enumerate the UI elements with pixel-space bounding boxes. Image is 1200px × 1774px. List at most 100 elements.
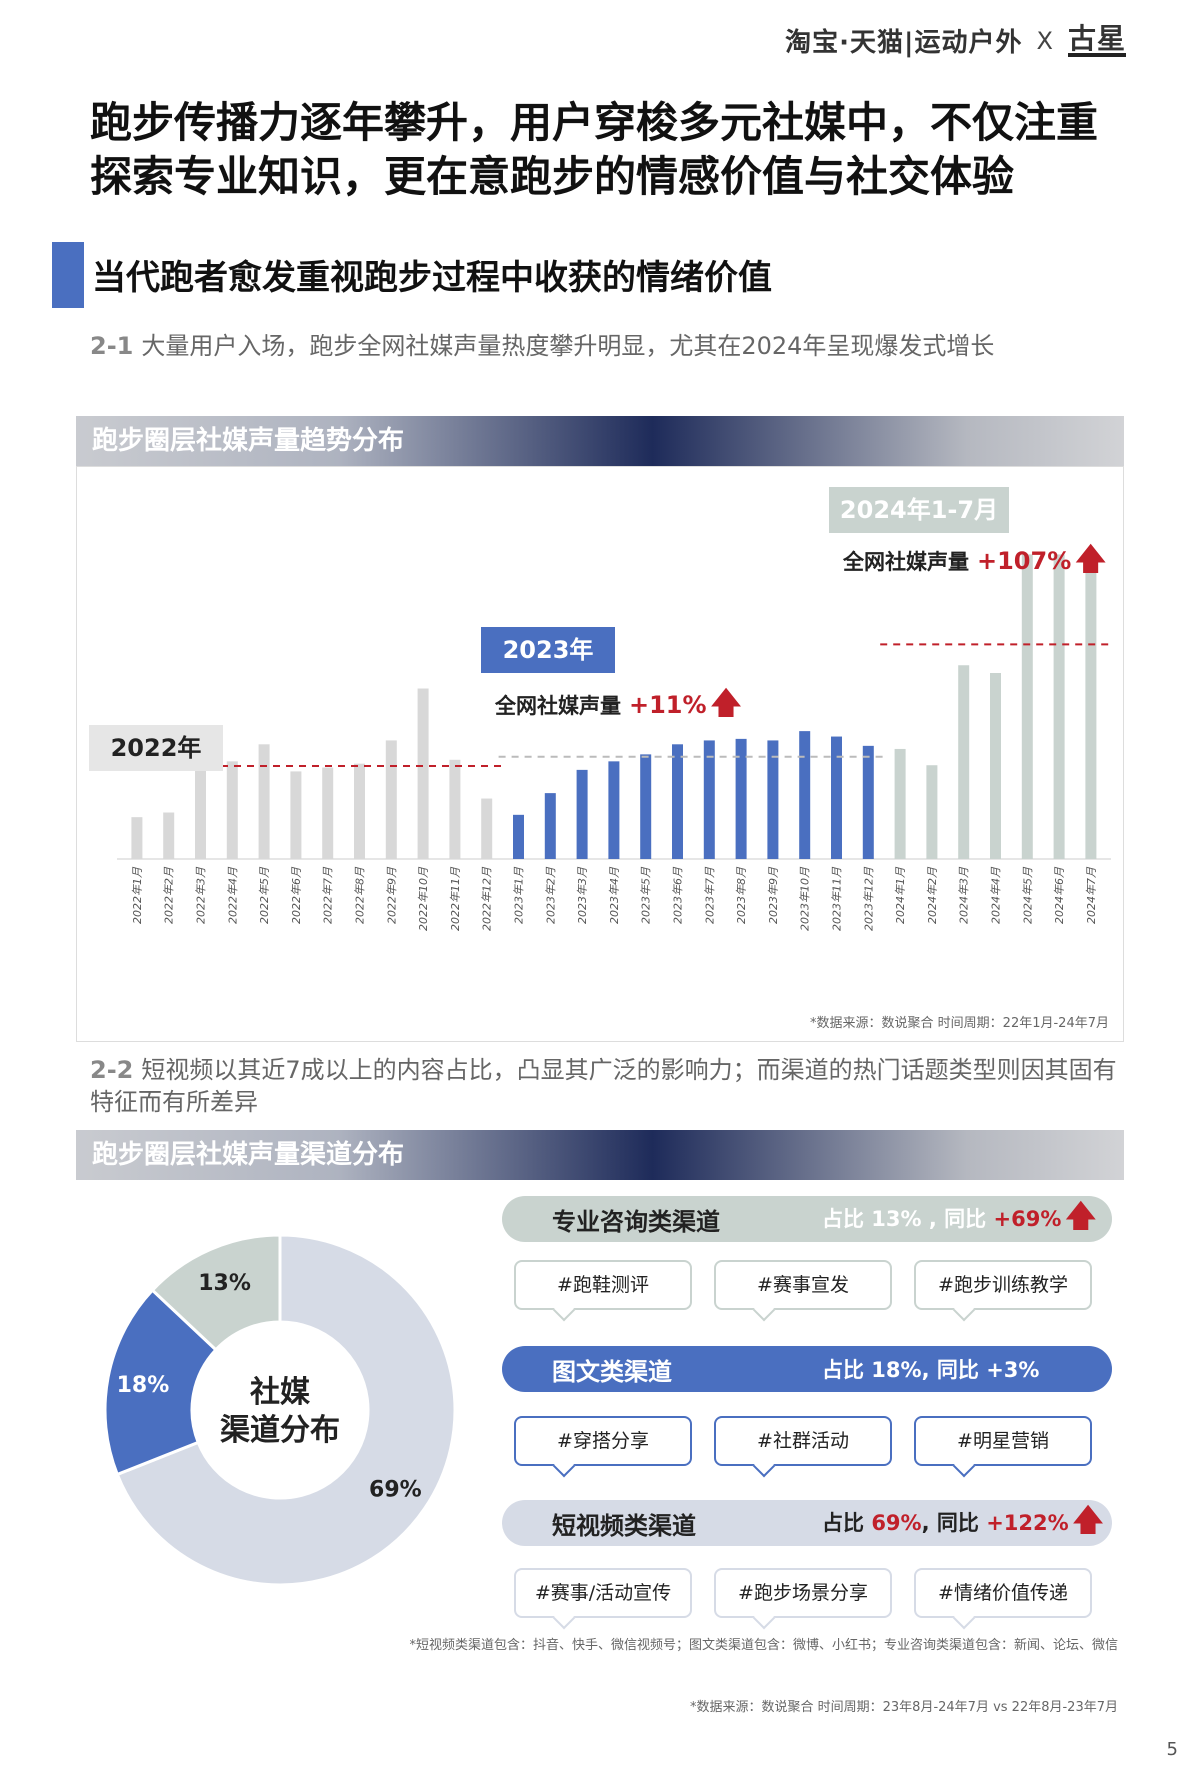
bar-2023年8月 [735,738,747,859]
x-tick-label: 2022年9月 [385,866,398,924]
bar-2024年5月 [1021,554,1033,859]
subtitle-2-1: 2-1 大量用户入场，跑步全网社媒声量热度攀升明显，尤其在2024年呈现爆发式增长 [90,330,1130,362]
x-tick-label: 2022年4月 [226,866,239,924]
x-tick-label: 2022年6月 [290,866,303,924]
slice-label: 69% [369,1477,422,1502]
bar-2022年4月 [226,761,238,859]
channel-pill-shortvideo: 短视频类渠道 占比 69%, 同比 +122% 🡅 [502,1500,1112,1546]
x-tick-label: 2023年7月 [703,866,716,924]
bar-2023年1月 [513,814,524,859]
x-tick-label: 2022年11月 [449,866,462,931]
page-number: 5 [1166,1739,1178,1760]
year-tag-2024: 2024年1-7月 [829,487,1009,533]
channel-tag: #跑步场景分享 [714,1568,892,1618]
chart-banner-channel: 跑步圈层社媒声量渠道分布 [76,1130,1124,1180]
subtitle-text: 短视频以其近7成以上的内容占比，凸显其广泛的影响力；而渠道的热门话题类型则因其固… [90,1056,1117,1116]
donut-center-label: 社媒 [250,1375,311,1410]
bar-2023年6月 [672,744,683,859]
bar-2022年9月 [385,740,397,859]
chart-source-2: *数据来源：数说聚合 时间周期：23年8月-24年7月 vs 22年8月-23年… [690,1700,1118,1715]
x-tick-label: 2024年2月 [926,866,939,924]
channel-tag: #赛事/活动宣传 [514,1568,692,1618]
subtitle-text: 大量用户入场，跑步全网社媒声量热度攀升明显，尤其在2024年呈现爆发式增长 [141,332,995,360]
bar-2022年11月 [449,759,461,859]
x-tick-label: 2023年12月 [862,866,875,931]
x-tick-label: 2024年4月 [990,866,1003,924]
growth-2023-pct: +11% [629,691,707,719]
x-tick-label: 2022年7月 [322,866,335,924]
stat-prefix: 占比 13% , 同比 [822,1206,987,1231]
bar-2023年4月 [608,761,620,859]
channel-pill-graphic: 图文类渠道 占比 18%, 同比 +3% [502,1346,1112,1392]
stat-value: +122% [986,1510,1069,1535]
x-tick-label: 2023年5月 [640,866,653,924]
trend-bar-chart: 2022年1月 2022年2月 2022年3月 2022年4月 2022年5月 2022年… [117,554,1111,931]
up-arrow-icon: 🡅 [1072,1502,1104,1538]
donut-center-label: 渠道分布 [220,1413,340,1448]
channel-stat: 占比 69%, 同比 +122% 🡅 [822,1498,1104,1549]
bar-2023年5月 [640,754,652,859]
bar-2024年2月 [926,765,938,859]
x-tick-label: 2024年1月 [894,866,907,924]
bar-2023年9月 [767,740,779,859]
growth-2024: 全网社媒声量 +107% 🡅 [843,537,1106,588]
x-tick-label: 2024年6月 [1053,866,1066,924]
bar-2023年3月 [576,769,588,859]
stat-mid: , 同比 [921,1510,979,1535]
section-title: 当代跑者愈发重视跑步过程中收获的情绪价值 [92,258,772,298]
bar-2024年6月 [1053,554,1065,859]
x-tick-label: 2024年7月 [1085,866,1098,924]
slice-label: 13% [198,1271,251,1296]
subtitle-number: 2-1 [90,332,134,360]
bar-2023年12月 [862,745,874,859]
x-tick-label: 2023年2月 [544,866,557,924]
stat-prefix: 占比 [822,1510,864,1535]
galaxeed-logo: 古星 [1067,21,1126,57]
bar-2024年4月 [990,673,1001,859]
channel-tag: #赛事宣发 [714,1260,892,1310]
section-accent-bar [52,242,84,308]
stat-pct: 69% [871,1510,922,1535]
donut-hole [194,1324,366,1496]
x-tick-label: 2022年8月 [354,866,367,924]
brand-header: 淘宝·天猫|运动户外 X 古星 [785,22,1126,59]
x-tick-label: 2023年6月 [672,866,685,924]
subtitle-2-2: 2-2 短视频以其近7成以上的内容占比，凸显其广泛的影响力；而渠道的热门话题类型则… [90,1054,1130,1118]
channel-tag: #跑鞋测评 [514,1260,692,1310]
channel-tag: #穿搭分享 [514,1416,692,1466]
channel-stat: 占比 13% , 同比 +69% 🡅 [822,1194,1096,1245]
x-tick-label: 2023年9月 [767,866,780,924]
slice-短视频类渠道 [115,1233,457,1587]
stat-value: +69% [993,1206,1062,1231]
trend-chart-box: 2022年1月 2022年2月 2022年3月 2022年4月 2022年5月 2022年… [76,466,1124,1042]
brand-text: 淘宝·天猫|运动户外 [785,28,1023,58]
x-tick-label: 2022年1月 [131,866,144,924]
bar-2024年1月 [894,748,906,859]
channel-footnote: *短视频类渠道包含：抖音、快手、微信视频号；图文类渠道包含：微博、小红书；专业咨… [409,1638,1118,1653]
channel-pill-professional: 专业咨询类渠道 占比 13% , 同比 +69% 🡅 [502,1196,1112,1242]
slice-label: 18% [117,1373,170,1398]
channel-name: 短视频类渠道 [552,1511,696,1540]
x-tick-label: 2022年2月 [163,866,176,924]
growth-2024-pct: +107% [977,547,1072,575]
x-tick-label: 2022年3月 [195,866,208,924]
bar-2022年3月 [195,767,206,859]
year-tag-2023: 2023年 [481,627,615,673]
brand-x: X [1036,26,1054,55]
channel-tag: #跑步训练教学 [914,1260,1092,1310]
growth-2023-label: 全网社媒声量 [495,694,621,718]
bar-2024年3月 [958,665,970,859]
up-arrow-icon: 🡅 [710,686,742,721]
x-tick-label: 2024年3月 [958,866,971,924]
bar-2022年1月 [131,817,143,859]
bar-2024年7月 [1085,554,1097,859]
subtitle-number: 2-2 [90,1056,134,1084]
x-tick-label: 2024年5月 [1021,866,1034,924]
x-tick-label: 2022年5月 [258,866,271,924]
x-tick-label: 2023年1月 [513,866,526,924]
bar-2023年2月 [544,793,556,859]
bar-2022年8月 [354,763,365,859]
bar-2023年11月 [831,736,842,859]
bar-2022年2月 [163,812,175,859]
